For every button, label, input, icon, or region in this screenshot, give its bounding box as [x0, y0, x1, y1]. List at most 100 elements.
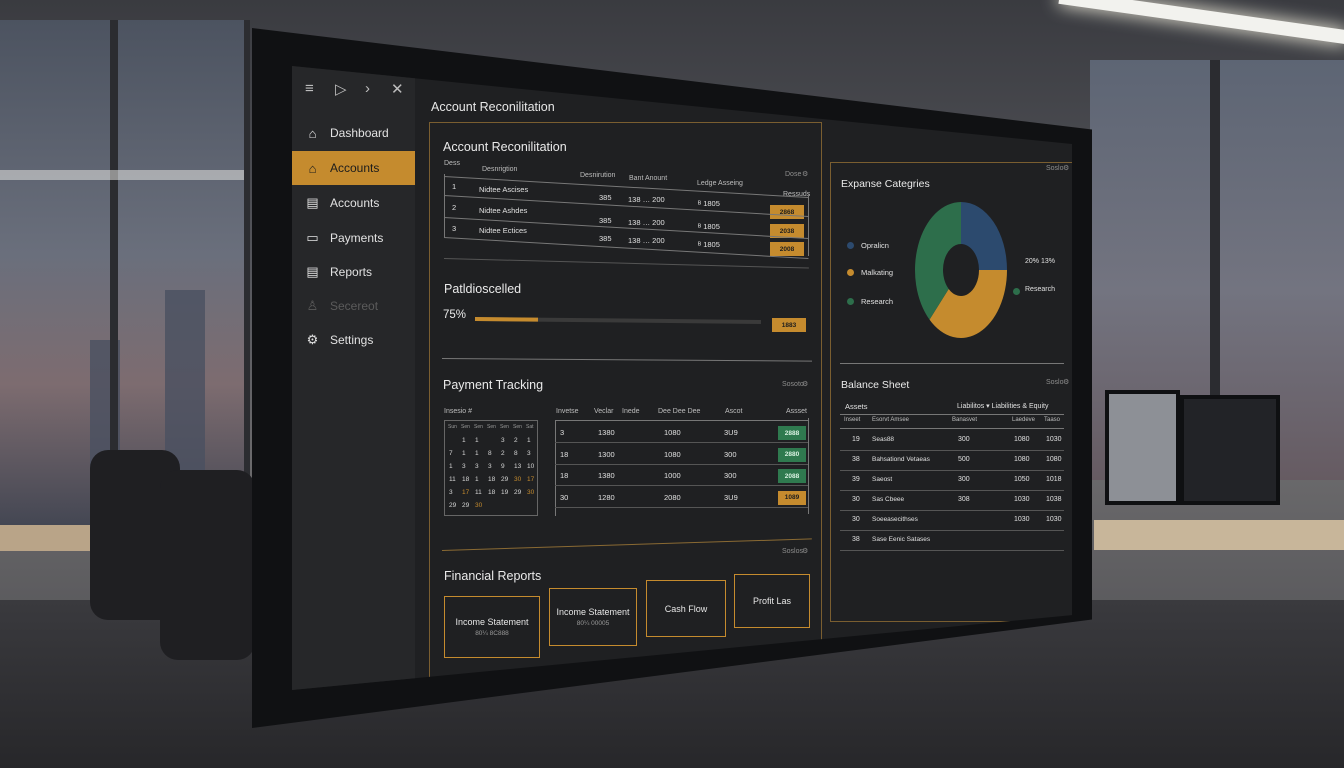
calendar-day[interactable]: 8 — [514, 450, 518, 457]
close-icon[interactable]: ✕ — [391, 81, 404, 98]
calendar-day[interactable]: 17 — [527, 476, 535, 483]
column-header: Inseet — [844, 417, 861, 423]
gear-icon[interactable]: ⚙ — [802, 171, 809, 178]
report-card-income-statement[interactable]: Income Statement 80¼ 8C888 — [444, 596, 540, 658]
calendar-day[interactable]: 13 — [514, 463, 522, 470]
sidebar-item-reports[interactable]: ▤ Reports — [292, 255, 415, 289]
calendar-day[interactable]: 1 — [527, 437, 531, 444]
row-value: 1080 — [664, 428, 681, 437]
column-header: Laedeve — [1012, 417, 1036, 423]
calendar-day[interactable]: 1 — [475, 450, 479, 457]
row-value: 138 … 200 — [628, 195, 665, 204]
calendar-day[interactable]: 11 — [475, 489, 482, 496]
calendar-day[interactable]: 18 — [488, 476, 496, 483]
gear-icon[interactable]: ⚙ — [802, 381, 809, 388]
background-monitor — [1180, 395, 1280, 505]
sidebar-item-accounts[interactable]: ⌂ Accounts — [292, 151, 415, 185]
calendar-day[interactable]: 11 — [449, 476, 456, 483]
calendar-day[interactable]: 7 — [449, 450, 453, 457]
row-value: 1080 — [1046, 456, 1062, 463]
gear-icon[interactable]: ⚙ — [1063, 379, 1070, 386]
expense-settings[interactable]: Soslo — [1046, 165, 1064, 172]
table-divider — [840, 490, 1064, 491]
calendar-day[interactable]: 3 — [475, 463, 479, 470]
row-value: ᴮ 1805 — [698, 240, 720, 249]
sidebar-item-label: Settings — [330, 333, 374, 347]
calendar-day[interactable]: 30 — [475, 502, 483, 509]
calendar-day[interactable]: 3 — [501, 437, 505, 444]
status-badge[interactable]: 2868 — [770, 205, 804, 219]
calendar-day[interactable]: 2 — [501, 450, 505, 457]
calendar-day[interactable]: 1 — [475, 437, 479, 444]
status-badge[interactable]: 2888 — [778, 426, 806, 440]
report-card-cash-flow[interactable]: Cash Flow — [646, 580, 726, 637]
row-value: 385 — [599, 193, 612, 202]
sidebar-item-label: Reports — [330, 265, 373, 279]
ceiling-lamp — [1058, 0, 1344, 45]
calendar-day[interactable]: 10 — [527, 463, 535, 470]
calendar-day[interactable]: 8 — [488, 450, 492, 457]
calendar-day[interactable]: 30 — [514, 476, 522, 483]
calendar-day[interactable]: 3 — [527, 450, 531, 457]
balance-settings[interactable]: Soslo — [1046, 379, 1064, 386]
gear-icon[interactable]: ⚙ — [802, 548, 809, 555]
donut-slice-opralicn[interactable] — [961, 202, 1007, 270]
row-value: 385 — [599, 216, 612, 225]
row-value: 300 — [958, 476, 970, 483]
donut-slice-research[interactable] — [915, 202, 961, 320]
donut-slice-malkating[interactable] — [929, 270, 1007, 338]
status-badge[interactable]: 1089 — [778, 490, 806, 505]
report-card-income-statement-2[interactable]: Income Statement 80¼ 00005 — [549, 588, 637, 646]
row-value: 300 — [724, 471, 737, 480]
calendar-day[interactable]: 2 — [514, 437, 518, 444]
sidebar-item-settings[interactable]: ⚙ Settings — [292, 323, 415, 357]
payment-settings[interactable]: Sosoto — [782, 381, 804, 388]
row-description: Nidtee Ascises — [479, 185, 529, 194]
row-description: Nidtee Ectices — [479, 226, 527, 235]
sidebar-item-secereot[interactable]: ♙ Secereot — [292, 289, 415, 323]
progress-title: Patldioscelled — [444, 282, 522, 296]
menu-icon[interactable]: ≡ — [305, 80, 314, 97]
payment-calendar[interactable]: Sun Sen Sen Sen Sen Sen Sat 1 1 3 2 1 7 1 1 8 2 8 3 1 3 3 3 9 13… — [444, 420, 538, 516]
status-badge[interactable]: 2088 — [778, 469, 806, 483]
calendar-day[interactable]: 3 — [488, 463, 492, 470]
gear-icon[interactable]: ⚙ — [1063, 165, 1070, 172]
calendar-day[interactable]: 3 — [462, 463, 466, 470]
calendar-day[interactable]: 3 — [449, 489, 453, 496]
calendar-day[interactable]: 1 — [462, 450, 466, 457]
calendar-day[interactable]: 29 — [449, 502, 457, 509]
progress-button[interactable]: 1883 — [772, 318, 806, 332]
calendar-day[interactable]: 29 — [462, 502, 470, 509]
status-badge[interactable]: 2038 — [770, 224, 804, 238]
calendar-day[interactable]: 29 — [514, 489, 522, 496]
status-badge[interactable]: 2880 — [778, 447, 806, 462]
calendar-day[interactable]: 29 — [501, 476, 509, 483]
table-divider — [840, 510, 1064, 511]
gear-icon: ⚙ — [306, 332, 319, 347]
calendar-day[interactable]: 18 — [462, 476, 470, 483]
calendar-day[interactable]: 1 — [449, 463, 453, 470]
row-label: Soeeasecithses — [872, 516, 918, 523]
calendar-day[interactable]: 1 — [462, 437, 466, 444]
calendar-day[interactable]: 19 — [501, 489, 509, 496]
calendar-day[interactable]: 9 — [501, 463, 505, 470]
calendar-day[interactable]: 30 — [527, 489, 535, 496]
calendar-day[interactable]: 1 — [475, 476, 479, 483]
play-icon[interactable]: ▷ — [335, 81, 347, 98]
calendar-day[interactable]: 18 — [488, 489, 496, 496]
row-value: 39 — [852, 476, 860, 483]
chevron-right-icon[interactable]: › — [365, 80, 370, 97]
sidebar-item-dashboard[interactable]: ⌂ Dashboard — [292, 116, 415, 150]
report-card-profit-loss[interactable]: Profit Las — [734, 574, 810, 628]
row-value: 1030 — [1014, 516, 1030, 523]
calendar-day[interactable]: 17 — [462, 489, 470, 496]
sidebar-item-payments[interactable]: ▭ Payments — [292, 221, 415, 255]
calendar-weekday: Sun — [448, 424, 457, 430]
legend-swatch-operations — [847, 242, 854, 249]
sidebar-item-accounts-ledger[interactable]: ▤ Accounts — [292, 186, 415, 220]
calendar-label: Insesio # — [444, 408, 473, 415]
reconciliation-settings[interactable]: Dose — [785, 171, 802, 178]
reports-settings[interactable]: Soslos — [782, 548, 804, 555]
status-badge[interactable]: 2008 — [770, 242, 804, 256]
balance-liabilities-dropdown[interactable]: Liabilitos ▾ Liabilities & Equity — [957, 403, 1049, 410]
